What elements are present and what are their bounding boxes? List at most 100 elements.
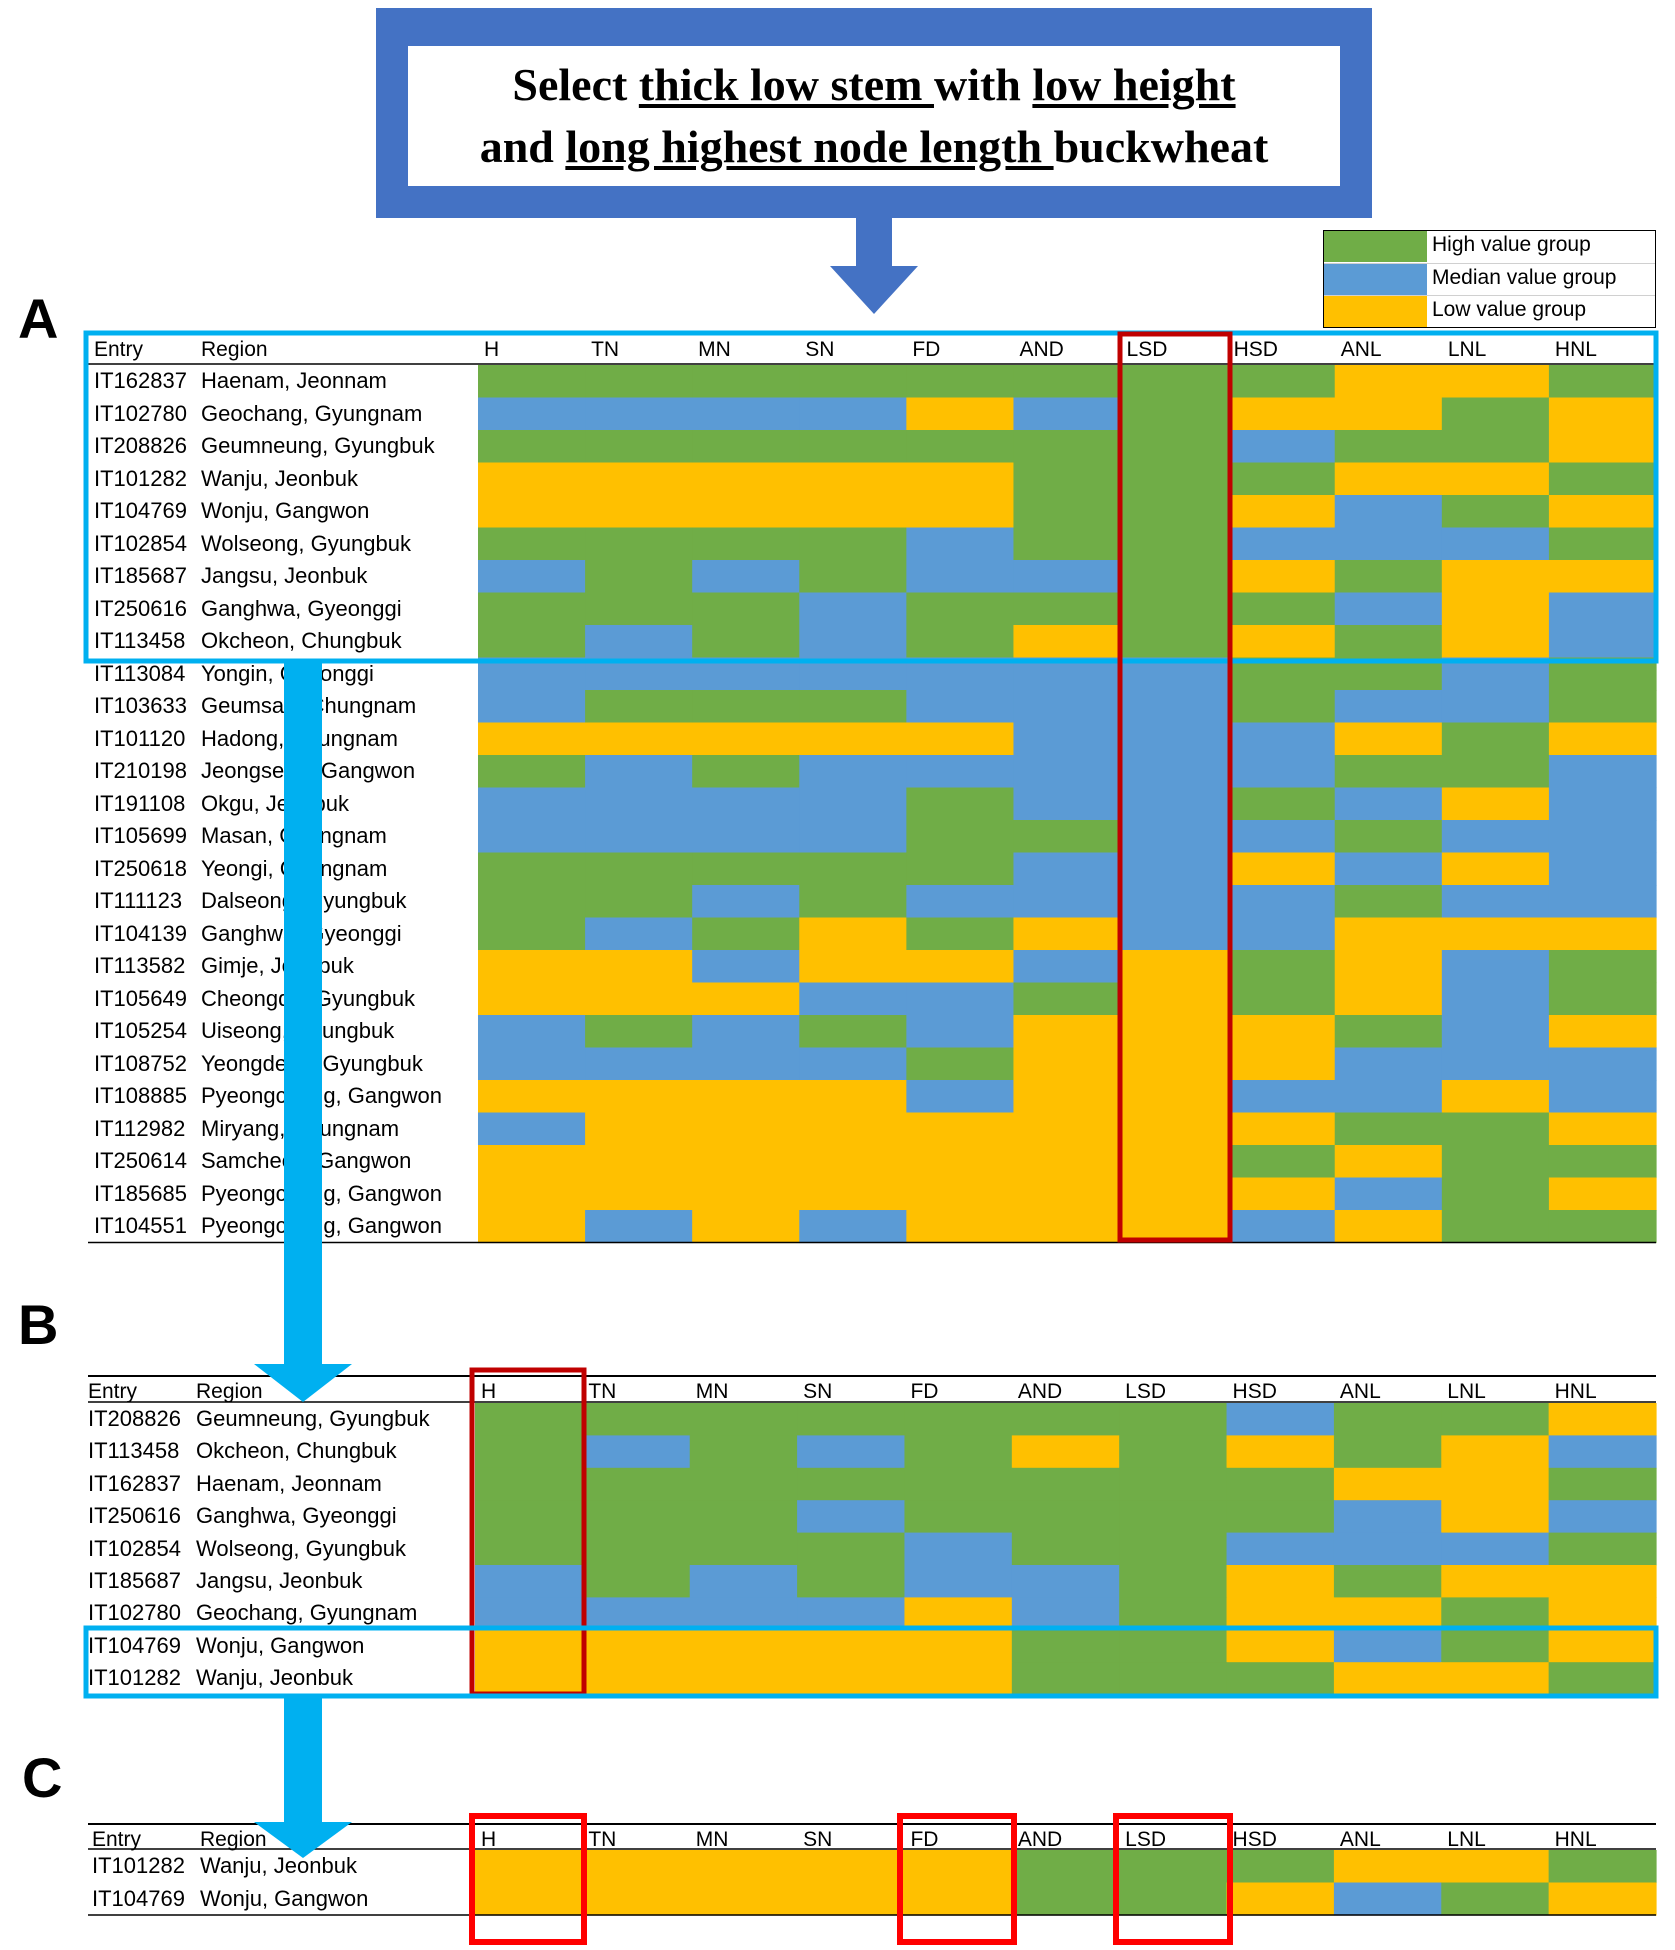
heatmap-cell-mn	[692, 1177, 800, 1211]
heatmap-cell-and	[1013, 722, 1122, 756]
heatmap-cell-hsd	[1227, 982, 1336, 1016]
heatmap-cell-tn	[582, 1850, 691, 1884]
heatmap-cell-and	[1013, 430, 1122, 464]
heatmap-cell-h	[475, 1597, 583, 1631]
heatmap-cell-hsd	[1227, 820, 1336, 854]
heatmap-cell-lsd	[1120, 1080, 1229, 1114]
heatmap-cell-hnl	[1548, 820, 1657, 854]
heatmap-cell-anl	[1334, 1210, 1443, 1244]
heatmap-cell-h	[475, 1565, 583, 1598]
heatmap-cell-hsd	[1227, 495, 1336, 529]
heatmap-cell-lnl	[1441, 625, 1550, 659]
heatmap-cell-tn	[585, 527, 693, 561]
heatmap-cell-fd	[906, 430, 1015, 464]
heatmap-cell-hnl	[1548, 1047, 1657, 1081]
heatmap-cell-h	[478, 950, 586, 984]
legend-label: High value group	[1432, 233, 1591, 256]
heatmap-cell-sn	[797, 1467, 906, 1501]
heatmap-cell-sn	[797, 1662, 906, 1696]
legend-swatch	[1324, 264, 1427, 295]
heatmap-cell-sn	[799, 755, 907, 789]
heatmap-cell-mn	[689, 1850, 798, 1884]
heatmap-cell-fd	[904, 1565, 1013, 1598]
heatmap-cell-lsd	[1119, 1882, 1228, 1916]
column-header-lsd: LSD	[1125, 1380, 1167, 1403]
heatmap-cell-lnl	[1441, 885, 1550, 919]
heatmap-cell-lsd	[1120, 1145, 1229, 1179]
heatmap-cell-lsd	[1120, 365, 1229, 399]
heatmap-cell-hsd	[1226, 1500, 1335, 1534]
heatmap-cell-h	[478, 1112, 586, 1146]
panel-label-a: A	[18, 287, 59, 350]
legend-item-high: High value group	[1324, 231, 1655, 262]
heatmap-cell-lsd	[1120, 430, 1229, 464]
entry-id: IT185685	[94, 1180, 187, 1206]
heatmap-cell-tn	[582, 1565, 691, 1598]
heatmap-cell-tn	[585, 560, 693, 594]
heatmap-cell-mn	[689, 1662, 798, 1696]
heatmap-cell-lsd	[1120, 755, 1229, 789]
heatmap-cell-mn	[692, 495, 800, 529]
heatmap-cell-sn	[797, 1882, 906, 1916]
heatmap-cell-and	[1013, 885, 1122, 919]
region-name: Haenam, Jeonnam	[201, 368, 387, 393]
column-header-h: H	[481, 1380, 497, 1403]
heatmap-cell-h	[478, 1080, 586, 1114]
heatmap-cell-mn	[692, 820, 800, 854]
heatmap-cell-h	[475, 1662, 583, 1696]
heatmap-cell-tn	[585, 722, 693, 756]
heatmap-cell-anl	[1333, 1850, 1442, 1884]
heatmap-cell-fd	[906, 755, 1015, 789]
heatmap-cell-fd	[906, 820, 1015, 854]
column-header-fd: FD	[912, 338, 941, 361]
heatmap-cell-anl	[1334, 495, 1443, 529]
heatmap-cell-h	[478, 625, 586, 659]
heatmap-cell-and	[1013, 1080, 1122, 1114]
heatmap-cell-sn	[799, 1015, 907, 1049]
entry-id: IT162837	[88, 1470, 181, 1496]
heatmap-cell-lsd	[1119, 1467, 1228, 1501]
heatmap-cell-hsd	[1227, 1080, 1336, 1114]
heatmap-cell-fd	[904, 1500, 1013, 1534]
h-highlight-box	[469, 1367, 587, 1697]
heatmap-cell-and	[1013, 365, 1122, 399]
heatmap-cell-h	[478, 690, 586, 724]
heatmap-cell-mn	[689, 1500, 798, 1534]
entry-id: IT101120	[94, 725, 186, 751]
entry-id: IT185687	[94, 563, 187, 588]
heatmap-cell-hsd	[1227, 430, 1336, 464]
heatmap-cell-hsd	[1226, 1435, 1335, 1469]
column-header-h: H	[481, 1828, 497, 1851]
heatmap-cell-mn	[689, 1403, 798, 1436]
selection-box-a	[83, 330, 1659, 664]
heatmap-cell-anl	[1334, 397, 1443, 431]
column-header-lnl: LNL	[1447, 1828, 1486, 1851]
heatmap-cell-hnl	[1548, 495, 1657, 529]
legend-label: Low value group	[1432, 298, 1587, 321]
heatmap-cell-lnl	[1441, 397, 1550, 431]
region-name: Ganghwa, Gyeonggi	[201, 595, 402, 621]
heatmap-cell-hsd	[1227, 722, 1336, 756]
column-header-sn: SN	[805, 338, 835, 361]
heatmap-cell-tn	[585, 690, 693, 724]
heatmap-cell-lsd	[1120, 1177, 1229, 1211]
heatmap-cell-sn	[799, 820, 907, 854]
heatmap-cell-tn	[585, 852, 693, 886]
heatmap-cell-hnl	[1548, 722, 1657, 756]
entry-id: IT105254	[94, 1018, 187, 1043]
heatmap-cell-lnl	[1441, 982, 1550, 1016]
heatmap-cell-anl	[1334, 722, 1443, 756]
heatmap-cell-mn	[692, 1112, 800, 1146]
region-name: Wanju, Jeonbuk	[200, 1853, 357, 1878]
heatmap-cell-anl	[1333, 1629, 1442, 1663]
entry-id: IT113582	[94, 953, 186, 978]
heatmap-cell-hsd	[1227, 1177, 1336, 1211]
region-name: Wonju, Gangwon	[201, 498, 370, 523]
heatmap-cell-sn	[799, 365, 907, 399]
heatmap-cell-and	[1013, 592, 1122, 626]
legend-swatch	[1324, 296, 1427, 327]
entry-id: IT113084	[94, 660, 186, 686]
heatmap-cell-h	[478, 722, 586, 756]
heatmap-cell-hnl	[1548, 1629, 1657, 1663]
heatmap-cell-hnl	[1548, 755, 1657, 789]
